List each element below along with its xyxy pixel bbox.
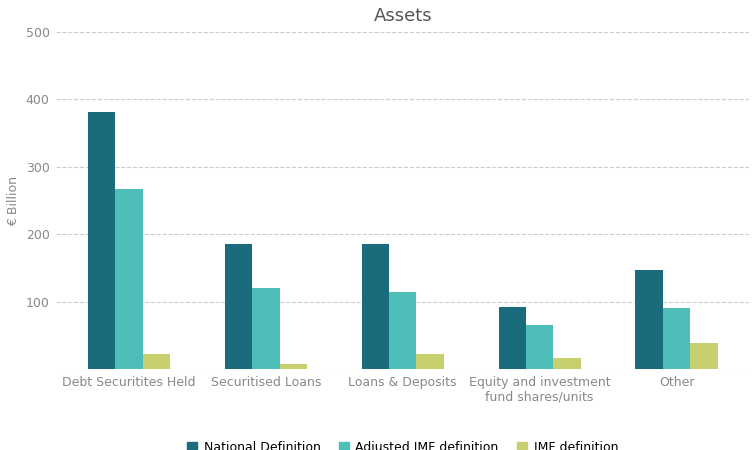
Bar <box>280 364 307 369</box>
Bar <box>253 288 280 369</box>
Bar <box>143 354 170 369</box>
Bar <box>361 244 389 369</box>
Bar <box>636 270 663 369</box>
Bar <box>116 189 143 369</box>
Bar <box>498 307 526 369</box>
Bar <box>88 112 116 369</box>
Bar <box>389 292 417 369</box>
Bar <box>690 343 717 369</box>
Bar <box>553 358 581 369</box>
Legend: National Definition, Adjusted IMF definition, IMF definition: National Definition, Adjusted IMF defini… <box>182 436 623 450</box>
Bar <box>663 308 690 369</box>
Y-axis label: € Billion: € Billion <box>7 176 20 225</box>
Bar <box>417 354 444 369</box>
Title: Assets: Assets <box>373 7 432 25</box>
Bar <box>526 325 553 369</box>
Bar <box>225 244 253 369</box>
